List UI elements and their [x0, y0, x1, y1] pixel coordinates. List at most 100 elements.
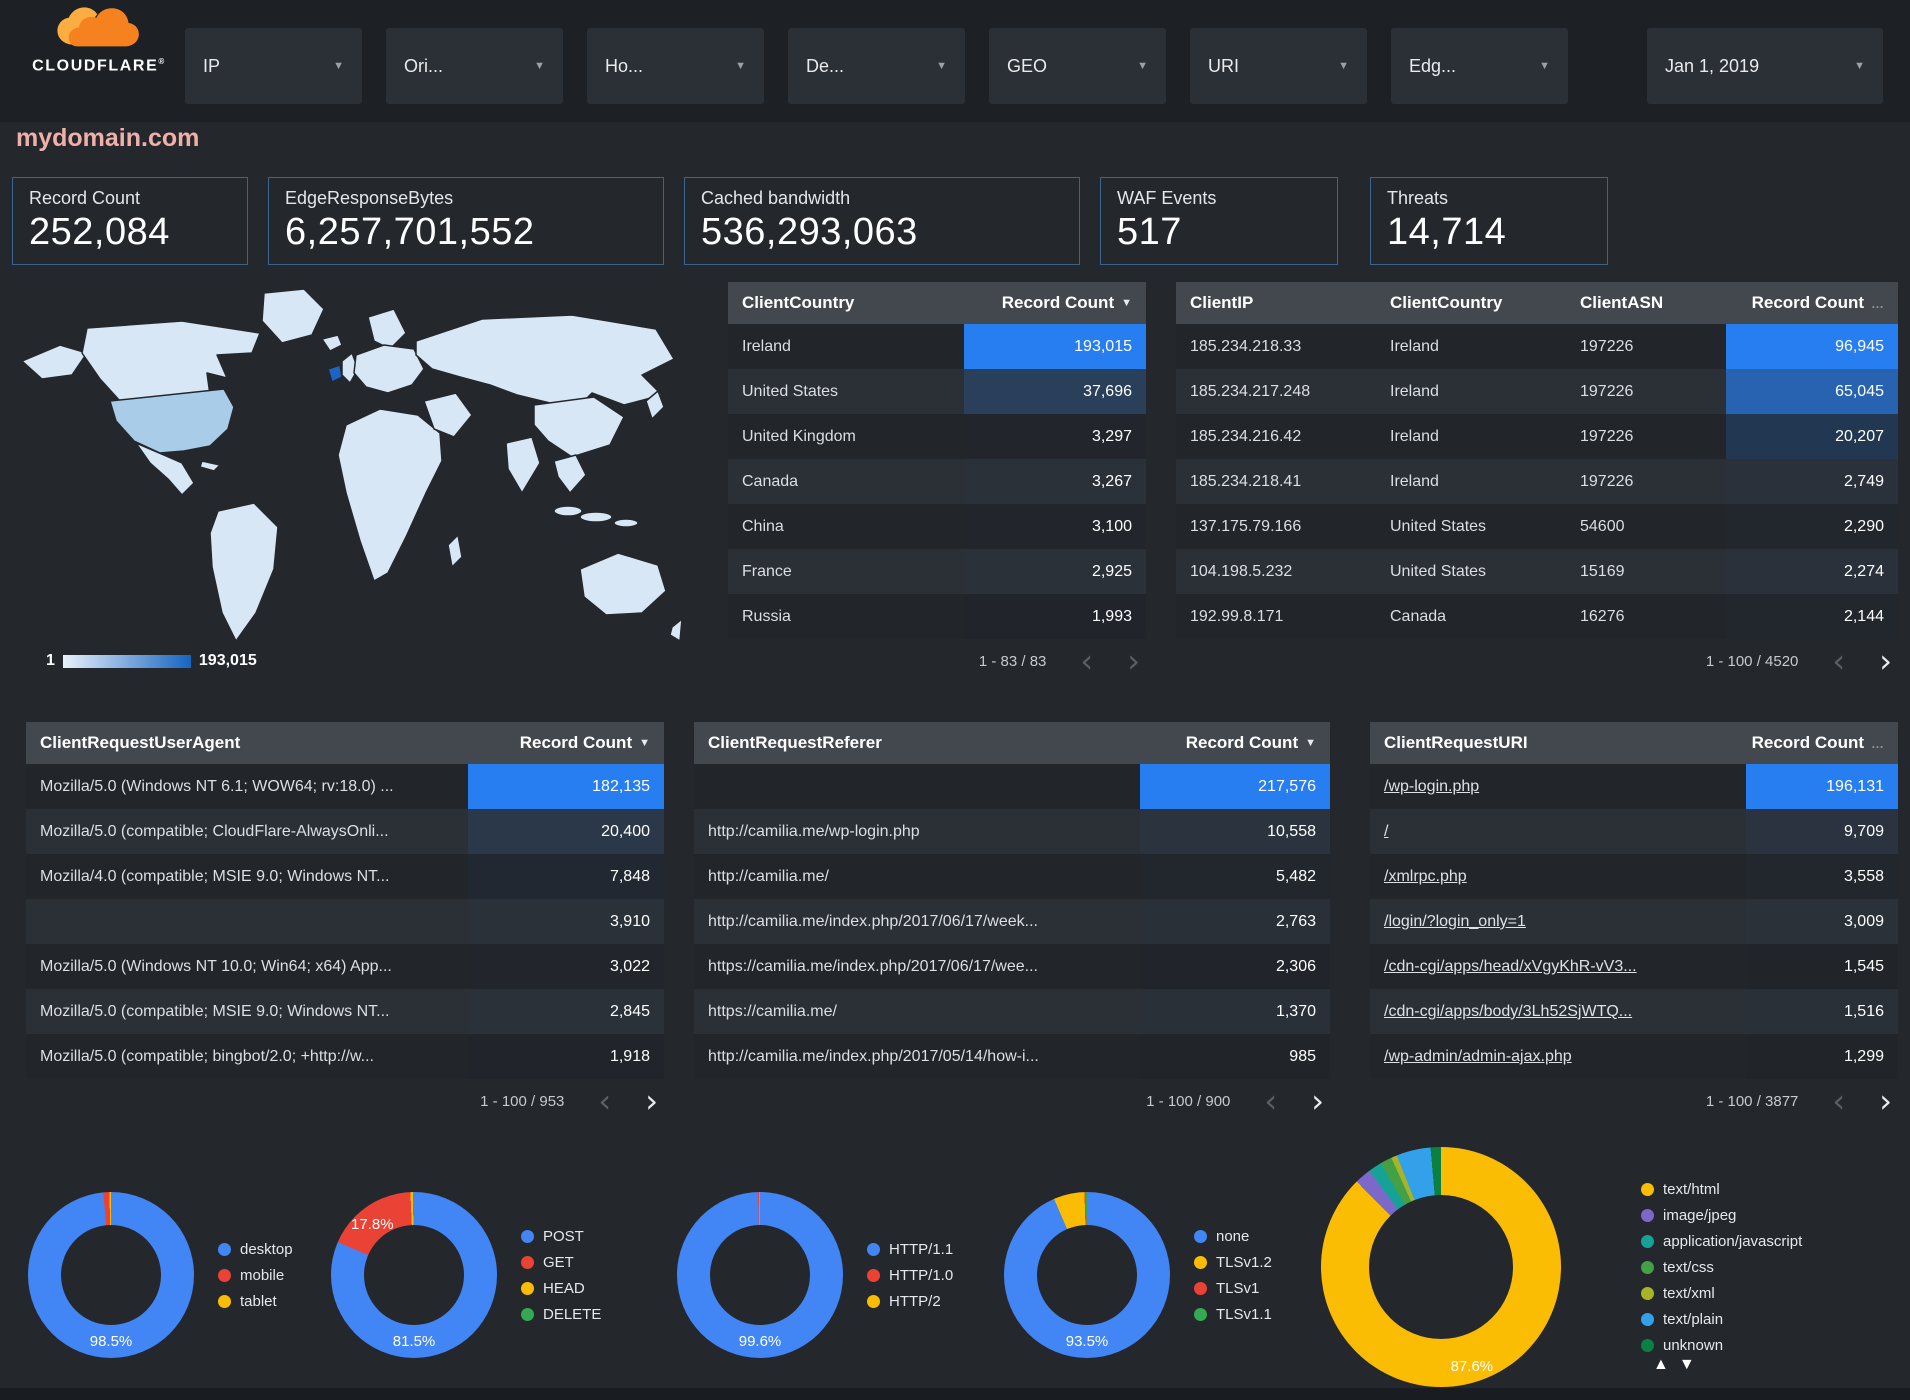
- table-cell: 15169: [1580, 563, 1625, 580]
- next-page-button[interactable]: ›: [1879, 642, 1892, 680]
- sort-up-icon[interactable]: ▲: [1653, 1356, 1669, 1373]
- table-body: /wp-login.php 196,131 / 9,709/xmlrpc.php 3,5…: [1370, 764, 1898, 1079]
- date-range-filter[interactable]: Jan 1, 2019 ▼: [1647, 28, 1883, 104]
- filter-dropdown[interactable]: Ori... ▼: [386, 28, 563, 104]
- filter-dropdown[interactable]: GEO ▼: [989, 28, 1166, 104]
- table-cell: /: [1370, 809, 1746, 854]
- column-header-clientrequestreferer[interactable]: ClientRequestReferer: [694, 722, 1140, 764]
- table-row: United Kingdom 3,297: [728, 414, 1146, 459]
- next-page-button[interactable]: ›: [645, 1082, 658, 1120]
- column-header-clientrequesturi[interactable]: ClientRequestURI: [1370, 722, 1746, 764]
- legend-item: none: [1194, 1228, 1272, 1245]
- column-header-record-count[interactable]: Record Count ▼: [964, 282, 1146, 324]
- uri-link[interactable]: /wp-admin/admin-ajax.php: [1384, 1048, 1572, 1065]
- table-row: 185.234.216.42 Ireland 197226 20,207: [1176, 414, 1898, 459]
- donut-hole: [1037, 1225, 1137, 1325]
- table-row: 185.234.218.33 Ireland 197226 96,945: [1176, 324, 1898, 369]
- uri-link[interactable]: /cdn-cgi/apps/body/3Lh52SjWTQ...: [1384, 1003, 1633, 1020]
- filter-label: Ho...: [605, 55, 644, 76]
- table-pagination: 1 - 83 / 83 ‹ ›: [728, 639, 1146, 683]
- legend-label: HTTP/1.1: [889, 1240, 954, 1258]
- table-cell: http://camilia.me/wp-login.php: [708, 823, 920, 840]
- prev-page-button[interactable]: ‹: [598, 1082, 612, 1120]
- slice-percent-label: 98.5%: [89, 1333, 133, 1350]
- table-row: http://camilia.me/index.php/2017/05/14/h…: [694, 1034, 1330, 1079]
- filter-dropdown[interactable]: URI ▼: [1190, 28, 1367, 104]
- prev-page-button[interactable]: ‹: [1832, 642, 1846, 680]
- record-count-cell: 1,299: [1843, 1048, 1884, 1065]
- filter-label: Ori...: [404, 55, 443, 76]
- column-header-record-count[interactable]: Record Count ▼: [468, 722, 664, 764]
- scorecard-label: EdgeResponseBytes: [285, 188, 454, 208]
- uri-link[interactable]: /: [1384, 823, 1389, 840]
- record-count-cell: 2,845: [609, 1003, 650, 1020]
- referer-table: ClientRequestReferer Record Count ▼ 217,57…: [694, 722, 1330, 1123]
- cloudflare-cloud-icon: [57, 7, 139, 47]
- column-header-clientrequestuseragent[interactable]: ClientRequestUserAgent: [26, 722, 468, 764]
- legend-label: text/plain: [1663, 1310, 1724, 1328]
- chevron-down-icon: ▼: [534, 60, 545, 72]
- uri-link[interactable]: /login/?login_only=1: [1384, 913, 1526, 930]
- table-row: Mozilla/5.0 (compatible; bingbot/2.0; +h…: [26, 1034, 664, 1079]
- next-page-button[interactable]: ›: [1311, 1082, 1324, 1120]
- legend-item: POST: [521, 1228, 601, 1245]
- filter-dropdown[interactable]: De... ▼: [788, 28, 965, 104]
- table-cell: 197226: [1580, 473, 1634, 490]
- uri-link[interactable]: /cdn-cgi/apps/head/xVgyKhR-vV3...: [1384, 958, 1637, 975]
- table-cell: Ireland: [742, 338, 791, 355]
- sort-down-icon[interactable]: ▼: [1678, 1356, 1695, 1373]
- legend-item: HEAD: [521, 1280, 601, 1297]
- uri-link[interactable]: /wp-login.php: [1384, 778, 1480, 795]
- prev-page-button[interactable]: ‹: [1264, 1082, 1278, 1120]
- table-row: 192.99.8.171 Canada 16276 2,144: [1176, 594, 1898, 639]
- column-header-record-count[interactable]: Record Count ▼: [1140, 722, 1330, 764]
- next-page-button[interactable]: ›: [1879, 1082, 1892, 1120]
- filter-dropdown[interactable]: Edg... ▼: [1391, 28, 1568, 104]
- table-row: /cdn-cgi/apps/head/xVgyKhR-vV3... 1,545: [1370, 944, 1898, 989]
- pagination-range: 1 - 100 / 3877: [1705, 1092, 1799, 1110]
- legend-item: image/jpeg: [1641, 1207, 1802, 1224]
- table-row: /login/?login_only=1 3,009: [1370, 899, 1898, 944]
- next-page-button[interactable]: ›: [1127, 642, 1140, 680]
- chart-legend: POST GET HEAD DELETE: [521, 1228, 601, 1323]
- column-header-clientcountry[interactable]: ClientCountry: [728, 282, 964, 324]
- legend-dot: [1194, 1255, 1207, 1269]
- chevron-down-icon: ▼: [333, 60, 344, 72]
- filter-label: URI: [1208, 55, 1239, 76]
- device-type-donut: 98.5% desktop mobile tablet: [28, 1192, 293, 1358]
- table-cell: [26, 899, 468, 944]
- donut-hole: [61, 1225, 161, 1325]
- column-header-clientcountry[interactable]: ClientCountry: [1376, 282, 1566, 324]
- uri-link[interactable]: /xmlrpc.php: [1384, 868, 1467, 885]
- scale-gradient-bar: [62, 654, 191, 668]
- table-header-row: ClientRequestReferer Record Count ▼: [694, 722, 1330, 764]
- legend-label: application/javascript: [1663, 1232, 1803, 1250]
- legend-dot: [867, 1268, 880, 1282]
- column-header-record-count[interactable]: Record Count…: [1726, 282, 1898, 324]
- table-row: 217,576: [694, 764, 1330, 809]
- record-count-cell: 1,918: [609, 1048, 650, 1065]
- legend-item: HTTP/1.0: [867, 1267, 953, 1284]
- prev-page-button[interactable]: ‹: [1080, 642, 1094, 680]
- date-range-label: Jan 1, 2019: [1665, 55, 1760, 76]
- column-header-label: ClientASN: [1580, 293, 1664, 312]
- legend-label: TLSv1: [1216, 1279, 1260, 1297]
- donut-chart: 98.5%: [28, 1192, 194, 1358]
- column-header-clientasn[interactable]: ClientASN: [1566, 282, 1726, 324]
- chevron-down-icon: ▼: [1854, 60, 1865, 72]
- legend-label: text/css: [1663, 1258, 1714, 1276]
- legend-item: DELETE: [521, 1306, 601, 1323]
- table-cell: /login/?login_only=1: [1370, 899, 1746, 944]
- table-row: 137.175.79.166 United States 54600 2,290: [1176, 504, 1898, 549]
- table-header-row: ClientRequestUserAgent Record Count ▼: [26, 722, 664, 764]
- column-header-clientip[interactable]: ClientIP: [1176, 282, 1376, 324]
- legend-sort-arrows[interactable]: ▲ ▼: [1653, 1356, 1695, 1374]
- table-pagination: 1 - 100 / 4520 ‹ ›: [1176, 639, 1898, 683]
- legend-item: text/html: [1641, 1181, 1802, 1198]
- filter-dropdown[interactable]: Ho... ▼: [587, 28, 764, 104]
- prev-page-button[interactable]: ‹: [1832, 1082, 1846, 1120]
- scorecard-value: 14,714: [1387, 211, 1507, 253]
- column-header-record-count[interactable]: Record Count…: [1746, 722, 1898, 764]
- tls-version-donut: 93.5% none TLSv1.2 TLSv1 TLSv1.1: [1004, 1192, 1272, 1358]
- filter-dropdown[interactable]: IP ▼: [185, 28, 362, 104]
